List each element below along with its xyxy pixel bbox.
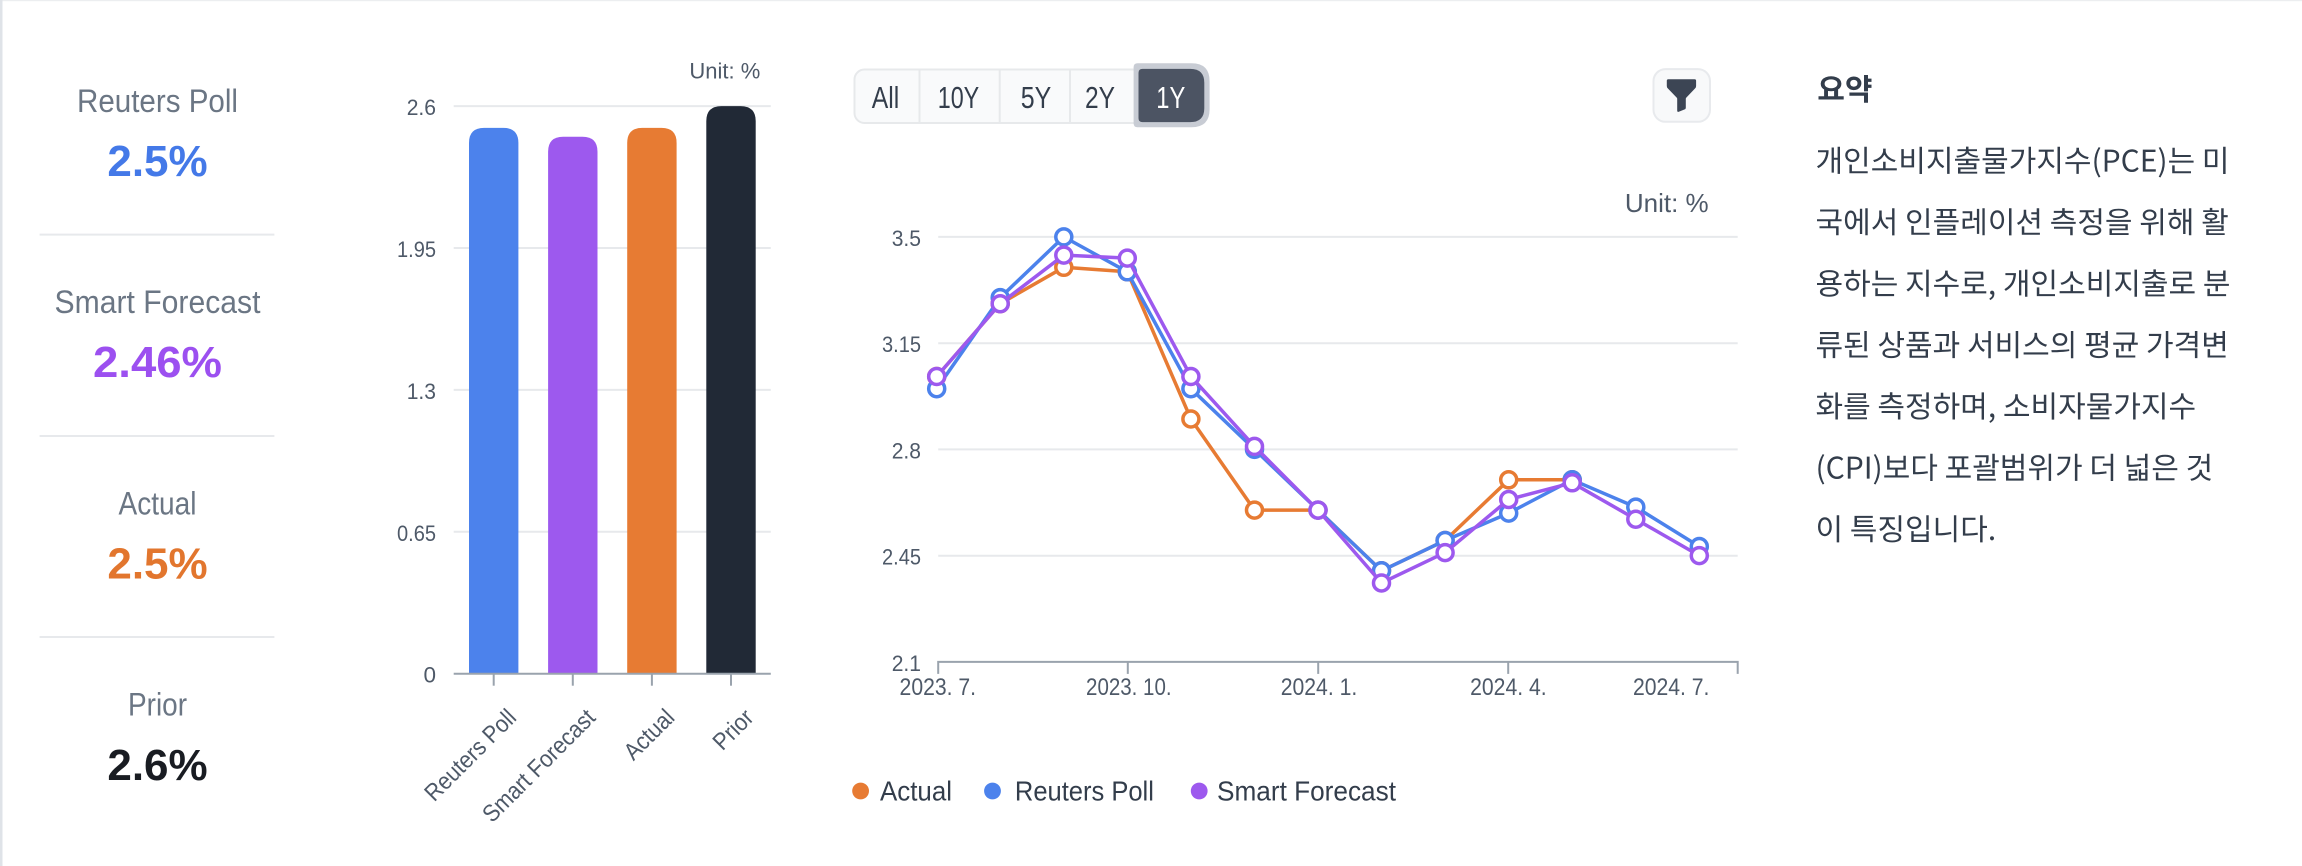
svg-text:10Y: 10Y xyxy=(938,80,980,115)
svg-text:2023. 7.: 2023. 7. xyxy=(900,674,977,701)
svg-text:2024. 1.: 2024. 1. xyxy=(1281,674,1358,701)
svg-text:2024. 7.: 2024. 7. xyxy=(1633,674,1710,701)
svg-text:3.5: 3.5 xyxy=(892,226,921,251)
svg-text:2.6%: 2.6% xyxy=(107,741,207,790)
svg-text:Reuters Poll: Reuters Poll xyxy=(1015,776,1154,807)
svg-text:2.5%: 2.5% xyxy=(107,137,207,186)
svg-text:2.5%: 2.5% xyxy=(107,540,207,589)
svg-text:Unit: %: Unit: % xyxy=(1625,188,1709,218)
svg-text:2.46%: 2.46% xyxy=(93,338,222,387)
svg-text:1.3: 1.3 xyxy=(407,379,436,404)
svg-text:2.1: 2.1 xyxy=(892,651,921,676)
svg-text:Prior: Prior xyxy=(128,687,187,723)
svg-text:2024. 4.: 2024. 4. xyxy=(1470,674,1547,701)
svg-text:Smart Forecast: Smart Forecast xyxy=(1217,776,1396,807)
svg-text:1.95: 1.95 xyxy=(397,237,436,262)
svg-text:All: All xyxy=(872,80,900,115)
svg-text:2023. 10.: 2023. 10. xyxy=(1086,674,1172,701)
svg-text:3.15: 3.15 xyxy=(882,332,921,357)
svg-text:2Y: 2Y xyxy=(1085,80,1115,115)
svg-text:0: 0 xyxy=(423,663,436,688)
svg-text:Smart Forecast: Smart Forecast xyxy=(55,284,261,320)
svg-text:5Y: 5Y xyxy=(1021,80,1052,115)
svg-text:2.45: 2.45 xyxy=(882,545,921,570)
svg-text:Unit: %: Unit: % xyxy=(689,58,760,83)
svg-text:0.65: 0.65 xyxy=(397,521,436,546)
svg-text:Actual: Actual xyxy=(880,776,952,807)
svg-text:2.6: 2.6 xyxy=(407,95,436,120)
svg-text:2.8: 2.8 xyxy=(892,438,921,463)
svg-text:1Y: 1Y xyxy=(1156,80,1185,115)
svg-text:Reuters Poll: Reuters Poll xyxy=(77,83,238,119)
svg-text:Actual: Actual xyxy=(119,485,197,521)
